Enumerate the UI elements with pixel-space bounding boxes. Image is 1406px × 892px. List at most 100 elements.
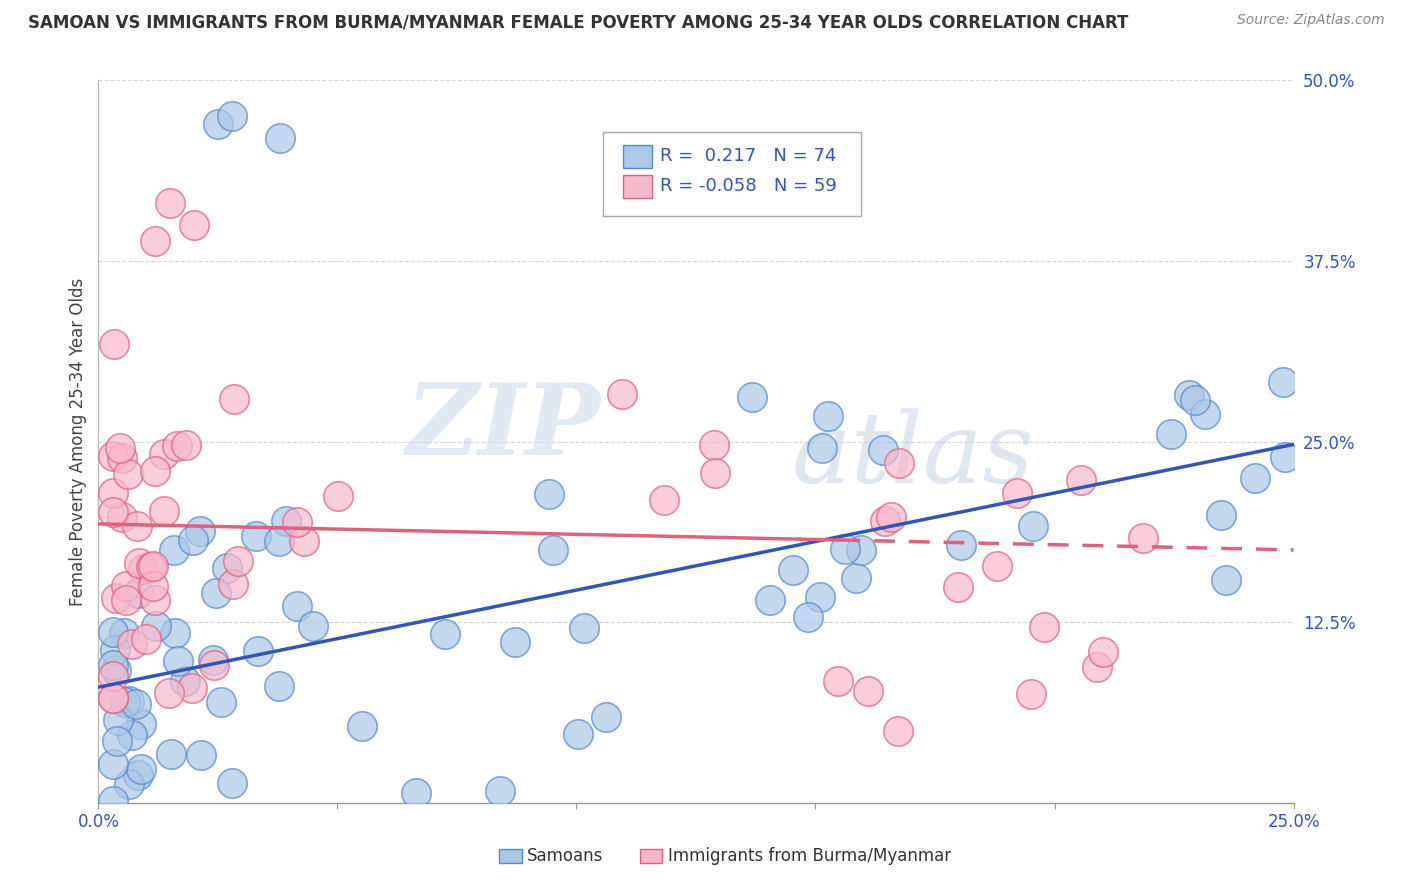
Point [782,564,804,578]
Point [950,539,973,553]
Point [101,757,124,772]
Point [104,642,127,657]
Point [808,590,831,604]
Text: ZIP: ZIP [405,379,600,475]
Point [873,515,896,529]
Point [741,391,763,405]
FancyBboxPatch shape [623,145,652,168]
Point [143,592,166,607]
Text: Immigrants from Burma/Myanmar: Immigrants from Burma/Myanmar [668,847,950,865]
Text: SAMOAN VS IMMIGRANTS FROM BURMA/MYANMAR FEMALE POVERTY AMONG 25-34 YEAR OLDS COR: SAMOAN VS IMMIGRANTS FROM BURMA/MYANMAR … [28,13,1129,31]
Point [217,561,239,575]
Point [810,441,832,455]
Point [153,503,176,517]
Point [121,728,143,742]
Point [117,467,139,481]
Point [1244,471,1267,485]
Point [128,556,150,570]
Point [127,519,149,533]
Point [269,533,291,548]
Point [101,794,124,808]
Y-axis label: Female Poverty Among 25-34 Year Olds: Female Poverty Among 25-34 Year Olds [69,277,87,606]
Point [101,690,124,705]
Point [101,505,124,519]
Text: atlas: atlas [792,409,1035,504]
Point [1184,392,1206,407]
Point [222,577,245,591]
Point [114,626,136,640]
Point [352,719,374,733]
Point [181,681,204,695]
Text: R = -0.058   N = 59: R = -0.058 N = 59 [661,178,837,195]
Point [163,543,186,558]
Point [142,579,165,593]
Point [1178,388,1201,402]
Point [145,618,167,632]
Point [986,558,1008,573]
Point [114,593,136,607]
Point [1194,407,1216,421]
Point [489,784,512,798]
Point [1033,620,1056,634]
Point [129,717,152,731]
Point [849,542,872,557]
Point [111,450,134,465]
Point [211,695,233,709]
Point [827,674,849,689]
Point [703,466,725,480]
Point [1022,519,1045,533]
Point [174,673,197,688]
Point [207,117,229,131]
Point [880,509,903,524]
Point [948,580,970,594]
Point [652,492,675,507]
Point [101,669,124,683]
Point [157,686,180,700]
Point [121,637,143,651]
Point [190,748,212,763]
Point [165,626,187,640]
Point [434,627,457,641]
Text: Source: ZipAtlas.com: Source: ZipAtlas.com [1237,13,1385,28]
Point [101,449,124,463]
Point [405,786,427,800]
Point [105,663,128,677]
Text: R =  0.217   N = 74: R = 0.217 N = 74 [661,147,837,165]
Point [1272,375,1295,389]
Point [269,131,291,145]
Point [1215,573,1237,587]
FancyBboxPatch shape [623,175,652,198]
Point [1209,508,1232,522]
Point [226,554,249,568]
Point [153,447,176,461]
Point [1005,485,1028,500]
Text: Samoans: Samoans [527,847,603,865]
Point [103,337,125,351]
Point [285,599,308,613]
Point [858,684,880,698]
Point [101,624,124,639]
Point [188,524,211,538]
Point [612,387,634,401]
Point [101,486,124,500]
Point [101,691,124,706]
Point [285,515,308,529]
Point [101,658,124,673]
Point [143,235,166,249]
Point [114,695,136,709]
Point [124,698,146,712]
Point [817,409,839,423]
Point [107,714,129,728]
Point [703,438,725,452]
Point [181,533,204,548]
Point [111,509,134,524]
Point [834,542,856,557]
Point [567,727,589,741]
Point [135,632,157,646]
Point [301,619,323,633]
Point [292,534,315,549]
Point [1160,426,1182,441]
Point [797,610,820,624]
Point [118,693,141,707]
Point [537,487,560,501]
